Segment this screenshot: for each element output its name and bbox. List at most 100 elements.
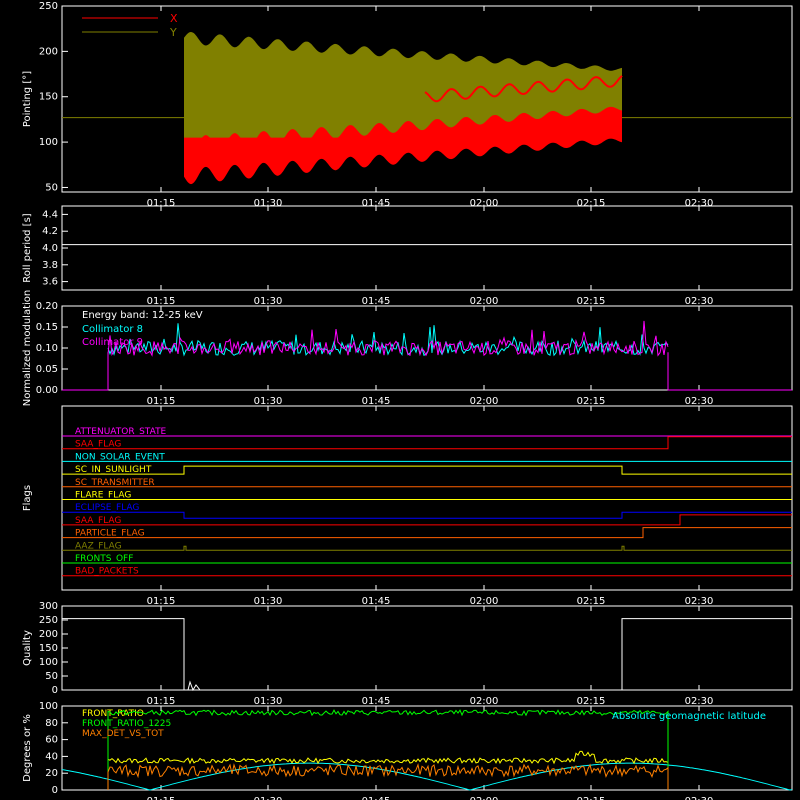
flag-label-1: SAA_FLAG <box>75 440 121 450</box>
x-tick-label: 02:30 <box>685 396 714 407</box>
y-tick-label: 250 <box>39 1 58 12</box>
y-axis-label: Roll period [s] <box>22 213 33 282</box>
y-tick-label: 80 <box>45 718 58 729</box>
x-tick-label: 01:30 <box>254 796 283 800</box>
energy-band-annotation: Energy band: 12-25 keV <box>82 310 203 321</box>
legend-max_det_vs_tot: MAX_DET_VS_TOT <box>82 729 164 739</box>
plot-frame <box>61 5 793 193</box>
y-tick-label: 150 <box>39 643 58 654</box>
x-tick-label: 01:15 <box>147 396 176 407</box>
x-tick-label: 02:00 <box>470 696 499 707</box>
y-tick-label: 0 <box>52 785 58 796</box>
y-tick-label: 0 <box>52 685 58 696</box>
y-tick-label: 4.4 <box>42 209 58 220</box>
legend-label-y: Y <box>169 26 177 39</box>
y-tick-label: 100 <box>39 657 58 668</box>
x-tick-label: 01:45 <box>362 596 391 607</box>
legend-label-x: X <box>170 12 178 25</box>
series-front_ratio_1225 <box>107 709 669 790</box>
modulation-panel: 01:15 01:30 01:45 02:00 02:15 02:30 0.20 0.15 0.… <box>22 290 793 407</box>
roll-period-panel: 01:15 01:30 01:45 02:00 02:15 02:30 4.4 4.2 4.0 3… <box>22 205 793 307</box>
x-tick-label: 01:30 <box>254 396 283 407</box>
flag-label-3: SC_IN_SUNLIGHT <box>75 465 152 475</box>
x-tick-label: 02:30 <box>685 198 714 209</box>
legend-front_ratio: FRONT_RATIO <box>82 709 144 719</box>
y-tick-label: 200 <box>39 46 58 57</box>
x-tick-label: 01:30 <box>254 198 283 209</box>
collimator-9-baseline-left <box>62 352 109 391</box>
y-tick-label: 100 <box>39 701 58 712</box>
flag-line-1 <box>62 436 792 450</box>
y-tick-label: 0.00 <box>36 385 58 396</box>
x-tick-label: 01:45 <box>362 396 391 407</box>
x-tick-label: 01:45 <box>362 796 391 800</box>
y-tick-label: 100 <box>39 137 58 148</box>
geomagnetic-latitude-line <box>61 762 793 791</box>
x-tick-label: 01:45 <box>362 198 391 209</box>
legend-front_ratio_1225: FRONT_RATIO_1225 <box>82 719 171 729</box>
quality-line <box>62 618 792 692</box>
y-tick-label: 3.6 <box>42 277 58 288</box>
series-max_det_vs_tot <box>107 763 669 790</box>
y-axis-label: Quality <box>22 630 33 666</box>
flag-line-8 <box>62 527 792 539</box>
y-axis-label: Degrees or % <box>22 714 33 782</box>
x-tick-label: 02:15 <box>577 696 606 707</box>
x-tick-label: 02:15 <box>577 198 606 209</box>
flags-panel: 01:15 01:30 01:45 02:00 02:15 02:30 Flags ATTEN… <box>22 405 793 607</box>
x-tick-label: 01:15 <box>147 296 176 307</box>
y-tick-label: 150 <box>39 92 58 103</box>
legend-collimator-1: Collimator 9 <box>82 337 143 348</box>
y-tick-label: 50 <box>45 182 58 193</box>
y-tick-label: 3.8 <box>42 260 58 271</box>
series-front_ratio <box>107 750 669 790</box>
x-tick-label: 02:15 <box>577 296 606 307</box>
collimator-9-series <box>107 320 669 357</box>
y-tick-label: 20 <box>45 768 58 779</box>
flag-label-6: ECLIPSE_FLAG <box>75 503 139 513</box>
x-tick-label: 01:30 <box>254 596 283 607</box>
flag-label-9: AAZ_FLAG <box>75 541 122 551</box>
x-tick-label: 02:15 <box>577 396 606 407</box>
y-tick-label: 0.05 <box>36 364 58 375</box>
x-tick-label: 02:00 <box>470 198 499 209</box>
y-tick-label: 40 <box>45 751 58 762</box>
plot-frame <box>61 705 793 791</box>
x-tick-label: 02:00 <box>470 296 499 307</box>
collimator-9-baseline-right <box>667 352 792 391</box>
degrees-panel: 01:15 01:30 01:45 02:00 02:15 02:30 100 80 60 40 2… <box>22 701 793 800</box>
x-tick-label: 01:15 <box>147 696 176 707</box>
y-tick-label: 4.0 <box>42 243 58 254</box>
flag-label-4: SC_TRANSMITTER <box>75 478 155 488</box>
x-tick-label: 02:15 <box>577 596 606 607</box>
flag-line-3 <box>62 465 792 475</box>
y-tick-label: 0.20 <box>36 301 58 312</box>
flag-label-11: BAD_PACKETS <box>75 567 139 577</box>
x-tick-label: 01:15 <box>147 796 176 800</box>
quality-panel: 01:15 01:30 01:45 02:00 02:15 02:30 300 250 200 1… <box>22 601 793 707</box>
pointing-panel: 01:15 01:30 01:45 02:00 02:15 02:30 250 200 150 1… <box>22 1 793 209</box>
x-tick-label: 02:00 <box>470 796 499 800</box>
x-tick-label: 01:45 <box>362 296 391 307</box>
y-tick-label: 4.2 <box>42 226 58 237</box>
flag-label-5: FLARE_FLAG <box>75 490 131 500</box>
plot-frame <box>61 405 793 591</box>
x-tick-label: 01:15 <box>147 596 176 607</box>
x-tick-label: 02:30 <box>685 596 714 607</box>
flag-label-10: FRONTS_OFF <box>75 554 133 564</box>
y-axis-label: Flags <box>22 485 33 511</box>
collimator-8-series <box>107 323 669 357</box>
flag-line-7 <box>62 514 792 526</box>
x-tick-label: 02:15 <box>577 796 606 800</box>
x-tick-label: 01:45 <box>362 696 391 707</box>
latitude-legend: Absolute geomagnetic latitude <box>612 711 766 722</box>
y-tick-label: 50 <box>45 671 58 682</box>
x-tick-label: 02:00 <box>470 596 499 607</box>
x-tick-label: 01:15 <box>147 198 176 209</box>
x-tick-label: 01:30 <box>254 296 283 307</box>
legend-collimator-0: Collimator 8 <box>82 324 143 335</box>
y-tick-label: 300 <box>39 601 58 612</box>
y-tick-label: 200 <box>39 629 58 640</box>
x-tick-label: 02:30 <box>685 296 714 307</box>
